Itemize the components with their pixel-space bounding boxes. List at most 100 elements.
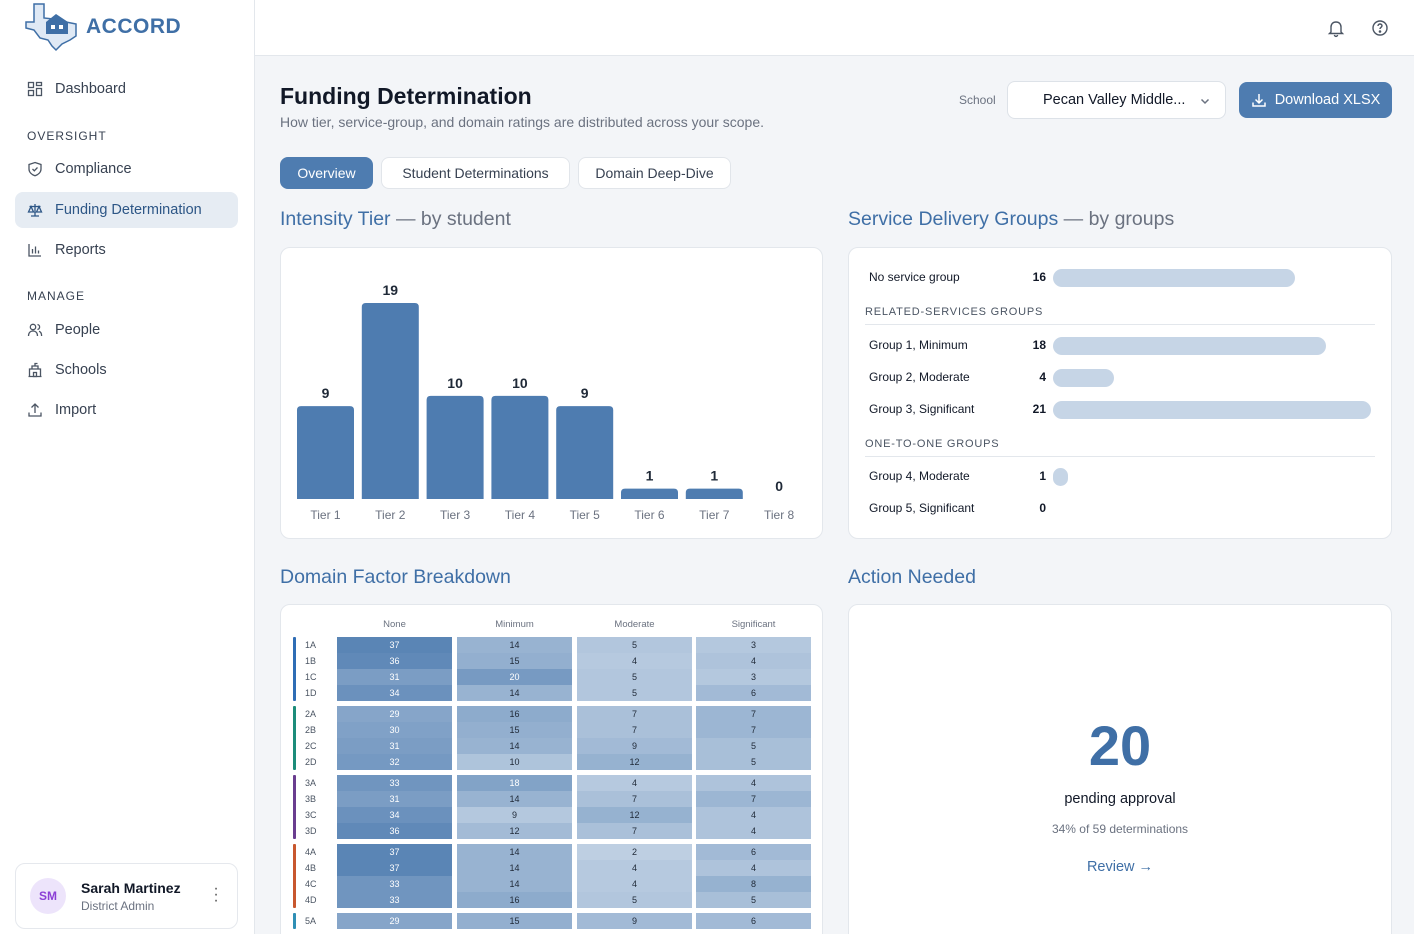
- tier-bar[interactable]: [685, 488, 743, 499]
- heatmap-cell[interactable]: 15: [457, 722, 572, 738]
- heatmap-cell[interactable]: 7: [577, 791, 692, 807]
- heatmap-cell[interactable]: 33: [337, 892, 452, 908]
- tab-domain-deep-dive[interactable]: Domain Deep-Dive: [578, 157, 731, 189]
- heatmap-cell[interactable]: 7: [696, 791, 811, 807]
- heatmap-cell[interactable]: 33: [337, 876, 452, 892]
- heatmap-cell[interactable]: 36: [337, 653, 452, 669]
- heatmap-cell[interactable]: 5: [696, 754, 811, 770]
- heatmap-cell[interactable]: 4: [696, 775, 811, 791]
- heatmap-cell[interactable]: 6: [696, 844, 811, 860]
- help-icon[interactable]: [1370, 18, 1390, 38]
- tier-axis-label: Tier 2: [375, 508, 406, 522]
- heatmap-cell[interactable]: 30: [337, 722, 452, 738]
- sidebar-item-compliance[interactable]: Compliance: [15, 151, 238, 187]
- sdg-label: Group 3, Significant: [869, 402, 975, 416]
- heatmap-cell[interactable]: 7: [577, 823, 692, 839]
- heatmap-cell[interactable]: 16: [457, 706, 572, 722]
- heatmap-cell[interactable]: 4: [696, 807, 811, 823]
- heatmap-cell[interactable]: 12: [577, 754, 692, 770]
- sidebar-item-schools[interactable]: Schools: [15, 352, 238, 388]
- tier-bar[interactable]: [297, 406, 354, 499]
- heatmap-cell[interactable]: 5: [696, 892, 811, 908]
- heatmap-cell[interactable]: 5: [577, 637, 692, 653]
- heatmap-cell[interactable]: 7: [696, 706, 811, 722]
- heatmap-cell[interactable]: 32: [337, 754, 452, 770]
- heatmap-cell[interactable]: 9: [457, 807, 572, 823]
- heatmap-cell[interactable]: 34: [337, 807, 452, 823]
- heatmap-cell[interactable]: 4: [696, 860, 811, 876]
- heatmap-cell[interactable]: 37: [337, 844, 452, 860]
- heatmap-cell[interactable]: 14: [457, 860, 572, 876]
- heatmap-cell[interactable]: 4: [696, 823, 811, 839]
- tab-student-determinations[interactable]: Student Determinations: [381, 157, 570, 189]
- user-card[interactable]: SM Sarah Martinez District Admin · · ·: [15, 863, 238, 929]
- heatmap-cell[interactable]: 4: [577, 876, 692, 892]
- heatmap-cell[interactable]: 5: [577, 685, 692, 701]
- heatmap-cell[interactable]: 14: [457, 685, 572, 701]
- app-logo[interactable]: ACCORD: [22, 0, 181, 54]
- domain-breakdown-title: Domain Factor Breakdown: [280, 566, 511, 588]
- heatmap-cell[interactable]: 14: [457, 844, 572, 860]
- review-link[interactable]: Review →: [1086, 859, 1154, 875]
- heatmap-cell[interactable]: 31: [337, 669, 452, 685]
- heatmap-cell[interactable]: 34: [337, 685, 452, 701]
- more-vertical-icon[interactable]: · · ·: [213, 880, 219, 909]
- heatmap-cell[interactable]: 5: [696, 738, 811, 754]
- sidebar-item-dashboard[interactable]: Dashboard: [15, 71, 238, 107]
- sidebar-item-people[interactable]: People: [15, 312, 238, 348]
- heatmap-cell[interactable]: 31: [337, 738, 452, 754]
- tier-bar[interactable]: [556, 406, 614, 499]
- heatmap-cell[interactable]: 6: [696, 685, 811, 701]
- heatmap-cell[interactable]: 2: [577, 844, 692, 860]
- heatmap-col-header: None: [383, 619, 406, 630]
- sidebar-item-import[interactable]: Import: [15, 392, 238, 428]
- heatmap-cell[interactable]: 4: [577, 860, 692, 876]
- heatmap-cell[interactable]: 14: [457, 738, 572, 754]
- heatmap-cell[interactable]: 31: [337, 791, 452, 807]
- tier-bar[interactable]: [491, 395, 549, 499]
- heatmap-cell[interactable]: 3: [696, 669, 811, 685]
- heatmap-cell[interactable]: 8: [696, 876, 811, 892]
- heatmap-cell[interactable]: 37: [337, 860, 452, 876]
- heatmap-cell[interactable]: 29: [337, 913, 452, 929]
- sdg-row-group-4: Group 4, Moderate 1: [869, 466, 1379, 486]
- heatmap-cell[interactable]: 20: [457, 669, 572, 685]
- sidebar-item-funding-determination[interactable]: Funding Determination: [15, 192, 238, 228]
- heatmap-cell[interactable]: 7: [696, 722, 811, 738]
- sidebar-item-reports[interactable]: Reports: [15, 232, 238, 268]
- heatmap-cell[interactable]: 15: [457, 653, 572, 669]
- heatmap-cell[interactable]: 6: [696, 913, 811, 929]
- download-xlsx-button[interactable]: Download XLSX: [1239, 82, 1392, 118]
- heatmap-cell[interactable]: 29: [337, 706, 452, 722]
- heatmap-cell[interactable]: 9: [577, 738, 692, 754]
- heatmap-cell[interactable]: 33: [337, 775, 452, 791]
- heatmap-cell[interactable]: 12: [577, 807, 692, 823]
- heatmap-cell[interactable]: 4: [577, 653, 692, 669]
- tab-overview[interactable]: Overview: [280, 157, 373, 189]
- heatmap-cell[interactable]: 37: [337, 637, 452, 653]
- heatmap-cell[interactable]: 36: [337, 823, 452, 839]
- school-select[interactable]: Pecan Valley Middle...: [1007, 81, 1226, 119]
- heatmap-cell[interactable]: 14: [457, 876, 572, 892]
- heatmap-cell[interactable]: 18: [457, 775, 572, 791]
- heatmap-cell[interactable]: 7: [577, 722, 692, 738]
- heatmap-row: 1D 34 14 5 6: [293, 685, 813, 701]
- heatmap-cell[interactable]: 4: [577, 775, 692, 791]
- tier-bar[interactable]: [621, 488, 678, 499]
- heatmap-cell[interactable]: 15: [457, 913, 572, 929]
- heatmap-cell[interactable]: 5: [577, 669, 692, 685]
- heatmap-cell[interactable]: 3: [696, 637, 811, 653]
- heatmap-cell[interactable]: 16: [457, 892, 572, 908]
- heatmap-cell[interactable]: 12: [457, 823, 572, 839]
- heatmap-cell[interactable]: 7: [577, 706, 692, 722]
- tier-bar[interactable]: [361, 303, 419, 499]
- heatmap-cell[interactable]: 9: [577, 913, 692, 929]
- heatmap-cell[interactable]: 4: [696, 653, 811, 669]
- heatmap-cell[interactable]: 14: [457, 791, 572, 807]
- bell-icon[interactable]: [1326, 18, 1346, 38]
- tier-bar[interactable]: [426, 395, 484, 499]
- heatmap-cell[interactable]: 10: [457, 754, 572, 770]
- tier-value-label: 0: [775, 478, 783, 494]
- heatmap-cell[interactable]: 14: [457, 637, 572, 653]
- heatmap-cell[interactable]: 5: [577, 892, 692, 908]
